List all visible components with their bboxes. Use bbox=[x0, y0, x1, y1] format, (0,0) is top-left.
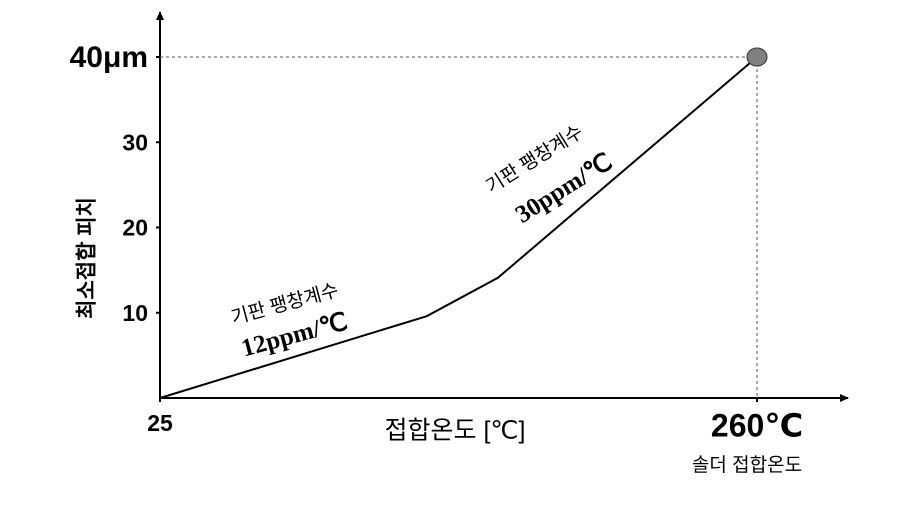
y-tick-label: 10 bbox=[122, 300, 148, 326]
y-tick-label: 30 bbox=[122, 129, 148, 155]
y-tick-label: 40μm bbox=[70, 41, 148, 74]
y-axis-label: 최소접합 피치 bbox=[76, 197, 99, 319]
x-tick-label: 25 bbox=[147, 410, 173, 436]
x-axis-label: 접합온도 [℃] bbox=[385, 417, 526, 445]
data-line bbox=[159, 56, 758, 399]
y-tick-label: 20 bbox=[122, 215, 148, 241]
end-marker bbox=[746, 47, 768, 67]
x-tick-label: 260℃ bbox=[711, 407, 803, 443]
x-note: 솔더 접합온도 bbox=[692, 454, 802, 476]
